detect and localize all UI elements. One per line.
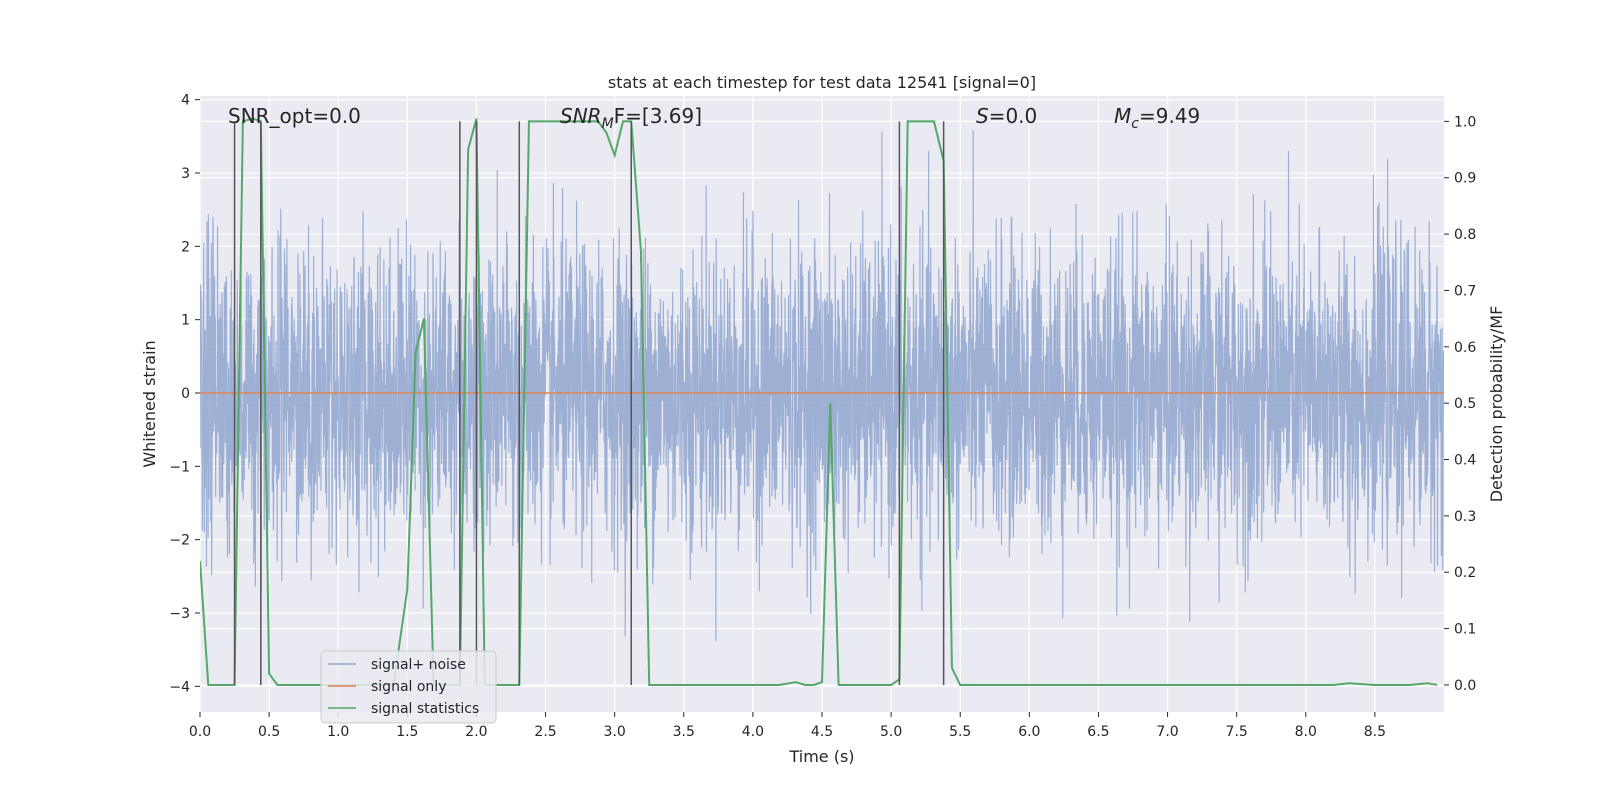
y-right-tick-label: 0.8 xyxy=(1454,227,1476,243)
x-tick-label: 5.0 xyxy=(880,724,902,740)
mc-subscript: c xyxy=(1131,116,1139,132)
legend-box xyxy=(320,650,497,724)
y-tick-label: 2 xyxy=(181,239,190,255)
x-tick-label: 3.5 xyxy=(673,724,695,740)
snr-mf-value: F=[3.69] xyxy=(614,104,702,128)
y-right-tick-label: 0.0 xyxy=(1454,678,1476,694)
x-tick-label: 1.5 xyxy=(396,724,418,740)
y-tick-label: −2 xyxy=(169,533,190,549)
y-right-tick-label: 0.6 xyxy=(1454,340,1476,356)
y-right-tick-label: 0.7 xyxy=(1454,283,1476,299)
x-tick-label: 6.0 xyxy=(1018,724,1040,740)
snr-opt-annotation: SNR_opt=0.0 xyxy=(228,104,361,128)
legend-label-signal-noise: signal+ noise xyxy=(371,657,466,673)
y-axis-ticks: 4 3 2 1 0 −1 −2 −3 −4 xyxy=(169,93,200,695)
legend-label-signal-statistics: signal statistics xyxy=(371,701,479,717)
x-axis-ticks: 0.0 0.5 1.0 1.5 2.0 2.5 3.0 3.5 4.0 4.5 5.0 5.5 6.0 6… xyxy=(189,712,1386,740)
snr-mf-subscript: M xyxy=(602,116,614,132)
x-tick-label: 7.5 xyxy=(1226,724,1248,740)
x-tick-label: 5.5 xyxy=(949,724,971,740)
x-tick-label: 0.5 xyxy=(258,724,280,740)
s-annotation: S=0.0 xyxy=(976,104,1037,128)
y-right-tick-label: 0.9 xyxy=(1454,171,1476,187)
mc-symbol: M xyxy=(1114,104,1131,128)
x-tick-label: 4.5 xyxy=(811,724,833,740)
snr-mf-annotation: SNRMF=[3.69] xyxy=(560,104,702,132)
x-tick-label: 2.0 xyxy=(465,724,487,740)
x-tick-label: 4.0 xyxy=(742,724,764,740)
snr-mf-symbol: SNR xyxy=(560,104,602,128)
legend-label-signal-only: signal only xyxy=(371,679,446,695)
y-tick-label: −4 xyxy=(169,679,190,695)
y-tick-label: 1 xyxy=(181,313,190,329)
x-tick-label: 1.0 xyxy=(327,724,349,740)
vertical-lines xyxy=(233,121,945,685)
x-tick-label: 6.5 xyxy=(1087,724,1109,740)
y-tick-label: −3 xyxy=(169,606,190,622)
y-tick-label: 3 xyxy=(181,166,190,182)
y-right-tick-label: 1.0 xyxy=(1454,114,1476,130)
x-tick-label: 0.0 xyxy=(189,724,211,740)
x-tick-label: 2.5 xyxy=(534,724,556,740)
y-tick-label: 0 xyxy=(181,386,190,402)
x-tick-label: 3.0 xyxy=(604,724,626,740)
signal-noise-line xyxy=(200,130,1444,642)
chart-title: stats at each timestep for test data 125… xyxy=(608,73,1036,92)
mc-value: =9.49 xyxy=(1139,104,1200,128)
legend: signal+ noise signal only signal statist… xyxy=(320,650,497,724)
y-right-tick-label: 0.1 xyxy=(1454,622,1476,638)
x-tick-label: 7.0 xyxy=(1156,724,1178,740)
x-tick-label: 8.5 xyxy=(1364,724,1386,740)
s-value: =0.0 xyxy=(989,104,1038,128)
s-symbol: S xyxy=(976,104,989,128)
annotations: SNR_opt=0.0 SNRMF=[3.69] S=0.0 Mc=9.49 xyxy=(228,104,1200,132)
mc-annotation: Mc=9.49 xyxy=(1114,104,1200,132)
x-axis-title: Time (s) xyxy=(788,747,854,766)
y-right-tick-label: 0.4 xyxy=(1454,453,1476,469)
y-right-axis-ticks: 1.0 0.9 0.8 0.7 0.6 0.5 0.4 0.3 0.2 0.1 0.0 xyxy=(1444,114,1476,694)
y-tick-label: 4 xyxy=(181,93,190,109)
y-right-tick-label: 0.3 xyxy=(1454,509,1476,525)
y-tick-label: −1 xyxy=(169,459,190,475)
x-tick-label: 8.0 xyxy=(1295,724,1317,740)
y-axis-title: Whitened strain xyxy=(140,340,159,467)
y-right-axis-title: Detection probability/MF xyxy=(1487,306,1506,503)
y-right-tick-label: 0.5 xyxy=(1454,396,1476,412)
y-right-tick-label: 0.2 xyxy=(1454,565,1476,581)
